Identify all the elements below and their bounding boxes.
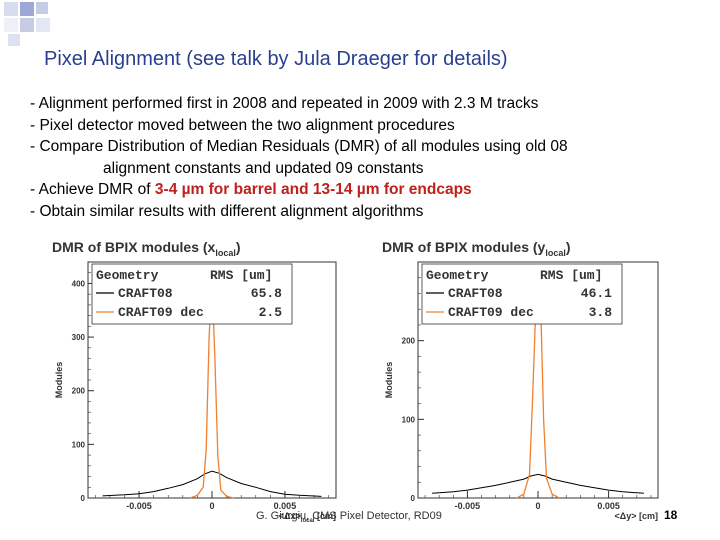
plot0-legend-value-0: 65.8 [251, 286, 282, 301]
plot0-xlabel: <Δx>local [cm] [279, 511, 336, 524]
corner-squares-decoration [4, 2, 50, 46]
plot1-xtick-label-0: -0.005 [455, 501, 481, 511]
plot1-title-sub: local [545, 248, 566, 258]
plot0-xtick-label-1: 0 [209, 501, 214, 511]
plot0-legend-box [91, 263, 293, 325]
bullet-alignment: - Alignment performed first in 2008 and … [30, 95, 539, 112]
plot0-xlabel-unit: [cm] [314, 511, 336, 521]
page-number: 18 [664, 508, 678, 522]
plot0-legend-header-right: RMS [um] [210, 268, 272, 283]
plot0-legend-name-0: CRAFT08 [118, 286, 173, 301]
plot1-series-0 [432, 473, 644, 494]
plot1-legend-name-0: CRAFT08 [448, 286, 503, 301]
plot1-xtick-label-1: 0 [535, 501, 540, 511]
plot0-title-sub: local [215, 248, 236, 258]
plot0-title-end: ) [236, 239, 241, 255]
plot1-ytick-label-2: 200 [402, 337, 416, 346]
bullet-achieve-dmr: - Achieve DMR of 3-4 µm for barrel and 1… [30, 179, 710, 201]
plot1-legend-value-0: 46.1 [581, 286, 612, 301]
plot0-ytick-label-0: 0 [81, 494, 86, 503]
plot1-ytick-label-1: 100 [402, 415, 416, 424]
plot1-title: DMR of BPIX modules (ylocal) [382, 239, 571, 258]
plot0-xlabel-main: <Δx> [279, 511, 301, 521]
dmr-plot-y-canvas: DMR of BPIX modules (ylocal) Modules 0 100 2… [380, 234, 670, 524]
dmr-plot-x-canvas: DMR of BPIX modules (xlocal)Modules01002… [50, 234, 350, 524]
plot1-legend-header-left: Geometry [426, 268, 489, 283]
plot1-xlabel-main: <Δy> [cm] [615, 511, 659, 521]
bullet-similar-results: - Obtain similar results with different … [30, 202, 424, 220]
bullet-compare-dmr: - Compare Distribution of Median Residua… [30, 138, 568, 155]
plot0-legend-name-1: CRAFT09 dec [118, 305, 204, 320]
dmr-plot-x: DMR of BPIX modules (xlocal) Modules 0 100 2… [50, 234, 350, 524]
plot0-xlabel-sub: local [301, 518, 315, 524]
bullet-detector-moved: - Pixel detector moved between the two a… [30, 116, 455, 134]
slide-title: Pixel Alignment (see talk by Jula Draege… [44, 48, 508, 70]
plot0-ytick-label-1: 100 [72, 440, 86, 449]
bullet-achieve-highlight: 3-4 µm for barrel and 13-14 µm for endca… [154, 181, 472, 198]
plot0-title-main: DMR of BPIX modules (x [52, 239, 216, 255]
plot1-xlabel: <Δy> [cm] [615, 511, 659, 521]
plot0-legend-value-1: 2.5 [259, 305, 283, 320]
plot0-title: DMR of BPIX modules (xlocal) [52, 239, 241, 258]
bullet-list: - Alignment performed first in 2008 and … [30, 93, 710, 222]
bullet-achieve-prefix: - Achieve DMR of [30, 181, 155, 198]
plot1-legend-name-1: CRAFT09 dec [448, 305, 534, 320]
plot1-ytick-label-0: 0 [411, 494, 416, 503]
plot1-xtick-label-2: 0.005 [597, 501, 620, 511]
plot1-ylabel: Modules [384, 362, 394, 399]
plot0-ylabel: Modules [54, 362, 64, 399]
plot1-title-end: ) [566, 239, 571, 255]
plot1-legend-value-1: 3.8 [589, 305, 613, 320]
plot1-legend-header-right: RMS [um] [540, 268, 602, 283]
plot0-legend-header-left: Geometry [96, 268, 159, 283]
plot0-xtick-label-0: -0.005 [126, 501, 152, 511]
plot0-ytick-label-2: 200 [72, 387, 86, 396]
plot0-series-0 [102, 470, 322, 497]
plot0-ytick-label-3: 300 [72, 333, 86, 342]
plot1-legend-box [421, 263, 623, 325]
bullet-compare-dmr-continued: alignment constants and updated 09 const… [103, 159, 424, 177]
plot0-xtick-label-2: 0.005 [274, 501, 297, 511]
plot0-ytick-label-4: 400 [72, 279, 86, 288]
dmr-plot-y: DMR of BPIX modules (ylocal) Modules 0 100 2… [380, 234, 670, 524]
footer-text: G. Giurgiu, CMS Pixel Detector, RD09 [256, 510, 442, 522]
plot1-title-main: DMR of BPIX modules (y [382, 239, 546, 255]
